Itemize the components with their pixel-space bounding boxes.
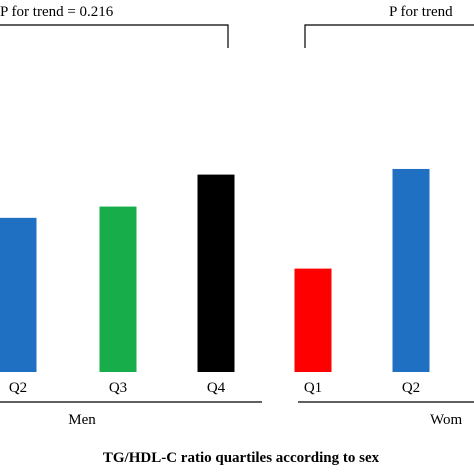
- x-tick-men-q3: Q3: [109, 380, 127, 396]
- women-trend-text: P for trend: [389, 4, 453, 20]
- x-tick-women-q1: Q1: [304, 380, 322, 396]
- women-trend-bracket: [304, 24, 474, 48]
- x-tick-women-q2: Q2: [402, 380, 420, 396]
- bar-marks: [0, 168, 430, 372]
- men-trend-text: P for trend = 0.216: [0, 4, 114, 20]
- x-axis-label: TG/HDL-C ratio quartiles according to se…: [103, 450, 380, 466]
- x-tick-labels: Q2 Q3 Q4 Q1 Q2: [9, 380, 420, 396]
- x-tick-men-q2: Q2: [9, 380, 27, 396]
- bar-men-q3: [99, 206, 137, 372]
- bar-women-q1: [294, 268, 332, 372]
- men-group-label: Men: [68, 412, 96, 428]
- women-group-label: Wom: [430, 412, 462, 428]
- bar-women-q2: [392, 168, 430, 372]
- bar-men-q2: [0, 217, 37, 372]
- x-tick-men-q4: Q4: [207, 380, 226, 396]
- men-trend-bracket: [0, 24, 229, 48]
- bar-men-q4: [197, 174, 235, 372]
